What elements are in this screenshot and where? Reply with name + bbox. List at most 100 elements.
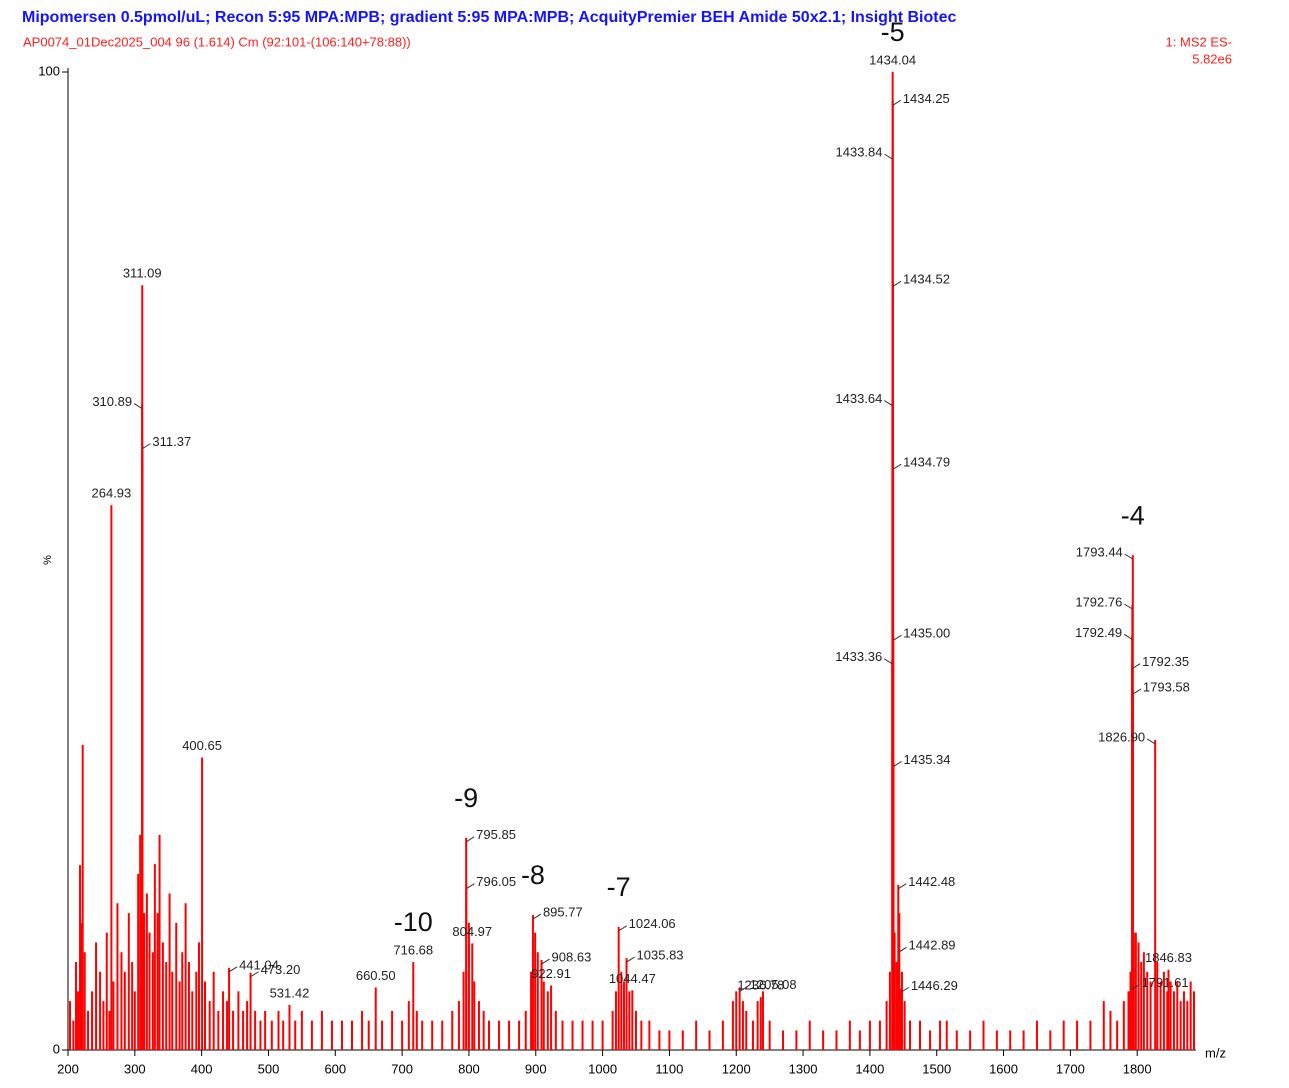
peak-label: 1435.00 <box>903 626 950 641</box>
peak-label: 1826.90 <box>1098 729 1145 744</box>
label-leader <box>1124 603 1133 610</box>
peak-label: 310.89 <box>92 394 132 409</box>
peak-label: 716.68 <box>393 942 433 957</box>
label-leader <box>1123 633 1133 640</box>
peak-label: 1236.78 <box>737 978 784 993</box>
label-leader <box>1132 688 1142 695</box>
label-leader <box>228 966 238 973</box>
label-leader <box>898 883 907 890</box>
peak-label: 531.42 <box>270 985 310 1000</box>
charge-annotation: -10 <box>394 907 433 937</box>
peak-label: 400.65 <box>182 738 222 753</box>
x-tick-label: 1700 <box>1056 1061 1085 1076</box>
peak-label: 1433.84 <box>836 145 883 160</box>
chart-title: Mipomersen 0.5pmol/uL; Recon 5:95 MPA:MP… <box>22 9 956 26</box>
label-leader <box>1146 738 1156 745</box>
label-leader <box>892 280 902 287</box>
label-leader <box>1131 663 1141 670</box>
label-leader <box>893 761 902 767</box>
peak-label: 311.09 <box>123 266 162 281</box>
peak-label: 660.50 <box>356 968 396 983</box>
y-axis-label: % <box>42 555 54 565</box>
label-leader <box>133 403 143 409</box>
peak-label: 1791.61 <box>1142 975 1189 990</box>
y-tick-label: 0 <box>53 1041 60 1056</box>
peak-label: 1846.83 <box>1145 950 1192 965</box>
peak-label: 895.77 <box>543 904 583 919</box>
label-leader <box>898 946 907 953</box>
x-tick-label: 200 <box>57 1061 79 1076</box>
peak-label: 804.97 <box>452 924 492 939</box>
x-tick-label: 400 <box>191 1061 213 1076</box>
peak-label: 1792.49 <box>1075 625 1122 640</box>
peak-label: 796.05 <box>476 874 516 889</box>
peak-label: 473.20 <box>261 962 301 977</box>
x-tick-label: 500 <box>258 1061 280 1076</box>
peak-label: 1433.36 <box>835 649 882 664</box>
peak-label: 1442.48 <box>908 874 955 889</box>
label-leader <box>250 971 259 978</box>
x-tick-label: 1500 <box>922 1061 951 1076</box>
x-tick-label: 1400 <box>855 1061 884 1076</box>
peak-label: 1442.89 <box>909 938 956 953</box>
label-leader <box>892 463 902 470</box>
peak-label: 1433.64 <box>835 391 882 406</box>
base-peak-intensity: 5.82e6 <box>1192 51 1232 66</box>
peak-label: 1434.25 <box>903 91 950 106</box>
x-tick-label: 600 <box>324 1061 346 1076</box>
peak-label: 1044.47 <box>609 971 656 986</box>
chart-subtitle: AP0074_01Dec2025_004 96 (1.614) Cm (92:1… <box>23 34 411 49</box>
label-leader <box>900 986 910 993</box>
label-leader <box>884 400 893 407</box>
peak-label: 1793.44 <box>1076 545 1123 560</box>
peak-label: 908.63 <box>552 949 592 964</box>
label-leader <box>1124 553 1134 560</box>
label-leader <box>532 913 542 920</box>
charge-annotation: -9 <box>454 783 478 813</box>
label-leader <box>541 958 550 965</box>
x-axis-label: m/z <box>1205 1045 1226 1060</box>
label-leader <box>883 658 893 665</box>
x-tick-label: 300 <box>124 1061 146 1076</box>
charge-annotation: -8 <box>521 860 545 890</box>
peak-label: 1434.52 <box>903 272 950 287</box>
peak-label: 1792.35 <box>1142 654 1189 669</box>
label-leader <box>626 956 635 963</box>
x-tick-label: 1200 <box>722 1061 751 1076</box>
peak-label: 264.93 <box>92 486 132 501</box>
peak-label: 922.91 <box>531 966 571 981</box>
label-leader <box>892 99 902 106</box>
label-leader <box>893 634 902 641</box>
peak-label: 1035.83 <box>637 948 684 963</box>
label-leader <box>465 836 475 843</box>
label-leader <box>618 925 627 932</box>
x-tick-label: 900 <box>525 1061 547 1076</box>
peak-label: 1024.06 <box>629 916 676 931</box>
x-tick-label: 1000 <box>588 1061 617 1076</box>
label-leader <box>739 985 748 992</box>
peak-label: 795.85 <box>476 827 516 842</box>
label-leader <box>1131 984 1140 990</box>
peak-label: 1205.08 <box>750 977 797 992</box>
peak-label: 1434.79 <box>903 455 950 470</box>
scan-info: 1: MS2 ES- <box>1166 34 1232 49</box>
label-leader <box>884 153 893 160</box>
charge-annotation: -5 <box>881 17 905 47</box>
peak-label: 1793.58 <box>1143 680 1190 695</box>
x-tick-label: 1300 <box>789 1061 818 1076</box>
label-leader <box>142 443 151 450</box>
peak-label: 1434.04 <box>869 52 916 67</box>
label-leader <box>466 883 475 890</box>
x-tick-label: 1600 <box>989 1061 1018 1076</box>
peak-label: 1435.34 <box>904 752 951 767</box>
peak-label: 1792.76 <box>1075 594 1122 609</box>
peak-label: 1446.29 <box>911 978 958 993</box>
charge-annotation: -4 <box>1121 500 1145 530</box>
charge-annotation: -7 <box>607 872 631 902</box>
y-tick-label: 100 <box>38 63 60 78</box>
x-tick-label: 1100 <box>655 1061 683 1076</box>
x-tick-label: 1800 <box>1123 1061 1152 1076</box>
peak-label: 311.37 <box>152 434 191 449</box>
x-tick-label: 800 <box>458 1061 480 1076</box>
